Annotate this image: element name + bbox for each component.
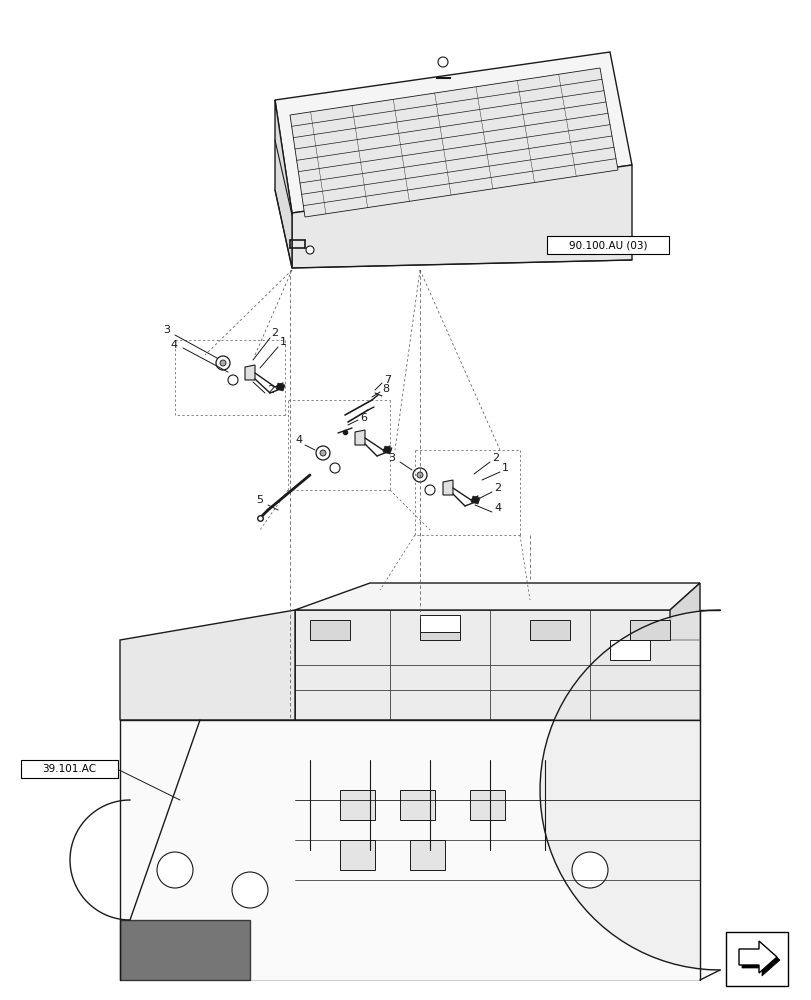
Circle shape	[228, 375, 238, 385]
Circle shape	[413, 468, 427, 482]
FancyBboxPatch shape	[725, 932, 787, 986]
Polygon shape	[530, 620, 569, 640]
Text: 1: 1	[280, 337, 286, 347]
Polygon shape	[443, 480, 453, 495]
Text: 2: 2	[493, 483, 500, 493]
Polygon shape	[470, 790, 504, 820]
Polygon shape	[354, 430, 365, 445]
Text: 3: 3	[163, 325, 169, 335]
Polygon shape	[419, 615, 460, 632]
Polygon shape	[383, 446, 392, 454]
Polygon shape	[470, 496, 479, 504]
Circle shape	[437, 57, 448, 67]
Text: 39.101.AC: 39.101.AC	[42, 764, 96, 774]
Circle shape	[232, 872, 268, 908]
Text: 7: 7	[384, 375, 391, 385]
Polygon shape	[669, 583, 699, 640]
Polygon shape	[290, 68, 617, 217]
Polygon shape	[741, 944, 779, 976]
Polygon shape	[245, 365, 255, 380]
Polygon shape	[275, 100, 292, 268]
Polygon shape	[400, 790, 435, 820]
Polygon shape	[419, 620, 460, 640]
Text: 4: 4	[169, 340, 177, 350]
Polygon shape	[609, 640, 649, 660]
Text: 2: 2	[491, 453, 499, 463]
Circle shape	[220, 360, 225, 366]
Polygon shape	[120, 720, 699, 980]
Circle shape	[320, 450, 325, 456]
Circle shape	[157, 852, 193, 888]
Text: 4: 4	[493, 503, 500, 513]
Polygon shape	[120, 920, 250, 980]
Circle shape	[424, 485, 435, 495]
FancyBboxPatch shape	[21, 760, 118, 778]
Text: 6: 6	[359, 413, 367, 423]
Text: 2: 2	[271, 328, 278, 338]
Polygon shape	[294, 610, 699, 720]
Text: 2: 2	[267, 385, 274, 395]
Text: 90.100.AU (03): 90.100.AU (03)	[568, 240, 646, 250]
Polygon shape	[629, 620, 669, 640]
Circle shape	[329, 463, 340, 473]
Polygon shape	[738, 941, 776, 973]
Circle shape	[216, 356, 230, 370]
Text: 3: 3	[388, 453, 394, 463]
Polygon shape	[275, 52, 631, 213]
Polygon shape	[120, 610, 294, 720]
Polygon shape	[410, 840, 444, 870]
Polygon shape	[276, 383, 285, 391]
FancyBboxPatch shape	[547, 236, 668, 254]
Polygon shape	[340, 840, 375, 870]
Polygon shape	[310, 620, 350, 640]
Text: 1: 1	[501, 463, 508, 473]
Circle shape	[571, 852, 607, 888]
Polygon shape	[292, 165, 631, 268]
Circle shape	[306, 246, 314, 254]
Polygon shape	[340, 790, 375, 820]
Circle shape	[417, 472, 423, 478]
Text: 8: 8	[381, 384, 388, 394]
Circle shape	[315, 446, 329, 460]
Text: 5: 5	[255, 495, 263, 505]
Text: 4: 4	[294, 435, 302, 445]
Polygon shape	[294, 583, 699, 610]
